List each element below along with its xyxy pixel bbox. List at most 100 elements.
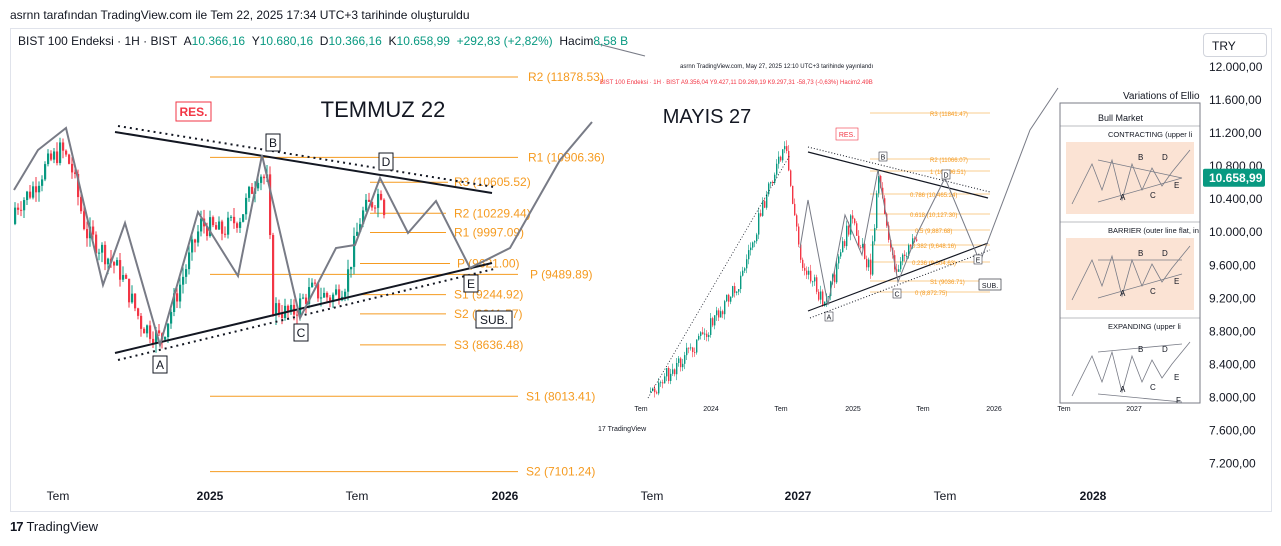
inset-level-label: S1 (9036.71) [930,280,965,286]
inset-candle-body [864,243,866,259]
inset-candle-body [912,238,914,247]
candle-body [17,207,20,210]
inset-candle-body [838,256,840,264]
candle-body [383,199,386,216]
inset-candle-body [828,296,830,297]
legend-high-label: Y [251,34,260,48]
candle-body [62,142,65,151]
inset-candle-body [916,239,918,241]
sub-box [475,310,513,329]
candle-body [314,282,317,284]
inset-res-box [835,127,859,141]
candle-body [59,142,62,164]
wave-path [13,121,593,349]
inset-candle-body [794,203,796,216]
legend-open: 10.366,16 [191,34,246,48]
elliott-panel-title: EXPANDING (upper li [1108,322,1181,331]
candle-body [245,197,248,215]
inset-candle-body [874,228,876,242]
inset-candle-body [738,289,740,292]
inset-candle-body [812,281,814,283]
inset-candle-body [748,250,750,260]
inset-candle-body [754,241,756,243]
inset-candle-body [910,245,912,247]
candle-body [374,207,377,209]
pivot-label: S3 (8636.48) [454,338,523,352]
candle-body [275,303,278,316]
elliott-wave-letter: D [1162,345,1168,354]
candle-body [152,338,155,344]
published-by-text: asrnn tarafından TradingView.com ile Tem… [10,8,470,22]
wave-label-box [463,274,479,293]
candle-body [146,325,149,334]
candle-body [68,154,71,164]
y-tick-label: 7.200,00 [1209,457,1256,471]
candle-body [14,207,17,224]
candle-body [215,225,218,230]
elliott-wave-letter: B [1138,153,1143,162]
inset-candle-body [878,175,880,194]
candle-body [380,193,383,200]
tradingview-logo-icon: 17 [10,519,24,534]
y-tick-label: 8.800,00 [1209,324,1256,338]
inset-candle-body [720,311,722,318]
inset-candle-body [772,181,774,184]
inset-candle-body [744,268,746,271]
candle-body [287,305,290,312]
elliott-wave-letter: C [1150,191,1156,200]
wave-label-box [378,152,394,171]
currency-button[interactable]: TRY [1203,33,1267,57]
last-price-label: 10.658,99 [1209,171,1263,185]
elliott-upper-line [1097,159,1183,179]
inset-candle-body [862,243,864,248]
candle-body [149,325,152,339]
x-tick-label: Tem [346,489,369,503]
inset-candle-body [724,301,726,315]
inset-candle-body [740,275,742,290]
inset-level-label: 0.618 (10,127.30) [910,213,957,219]
y-tick-label: 12.000,00 [1209,60,1263,74]
candle-body [35,186,38,193]
candle-body [137,308,140,316]
candle-body [230,216,233,218]
chart-frame[interactable] [10,28,1272,512]
inset-candle-body [810,270,812,282]
inset-candle-body [752,242,754,248]
inset-candle-body [860,247,862,248]
candle-body [323,292,326,298]
inset-candle-body [784,146,786,150]
candle-body [350,266,353,270]
footer[interactable]: 17 TradingView [10,519,98,534]
inset-candle-body [900,261,902,270]
inset-wave-box [941,169,951,180]
inset-candle-body [734,286,736,293]
candle-body [311,282,314,288]
inset-candle-body [800,244,802,260]
candle-body [281,314,284,318]
elliott-x-tick: Tem [1057,406,1070,413]
candle-body [356,231,359,236]
overlay-drawings: A B C D E RES. SUB. TEMMUZ 22 [13,43,646,374]
upper-trendline-dotted [117,125,495,188]
candle-body [176,293,179,302]
inset-candle-body [814,277,816,282]
inset-candle-body [872,241,874,275]
inset-candle-body [780,156,782,161]
inset-wave-box [973,254,983,265]
candle-body [299,298,302,316]
inset-wave-box [892,288,902,299]
inset-candle-body [710,318,712,335]
candle-body [332,294,335,302]
inset-candle-body [850,215,852,235]
inset-candle-body [848,225,850,235]
candle-body [50,153,53,160]
candle-body [131,293,134,303]
candle-body [368,199,371,202]
inset-sub-label: SUB. [982,283,998,290]
inset-candle-body [904,254,906,256]
candle-body [194,239,197,243]
candle-body [107,258,110,265]
x-tick-label: Tem [641,489,664,503]
elliott-panel-fill [1066,142,1194,214]
